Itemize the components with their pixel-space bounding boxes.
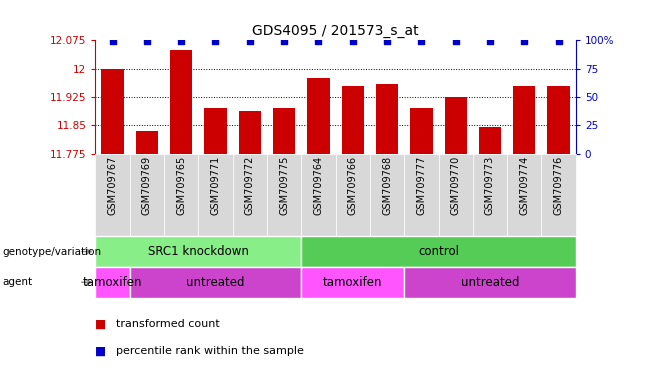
Bar xyxy=(376,84,398,154)
Text: ■: ■ xyxy=(95,345,107,358)
Text: GSM709775: GSM709775 xyxy=(279,156,289,215)
Bar xyxy=(101,69,124,154)
Text: tamoxifen: tamoxifen xyxy=(83,276,142,289)
Text: GSM709770: GSM709770 xyxy=(451,156,461,215)
Text: GSM709769: GSM709769 xyxy=(142,156,152,215)
Point xyxy=(519,38,530,45)
Bar xyxy=(513,86,536,154)
Text: untreated: untreated xyxy=(186,276,245,289)
Title: GDS4095 / 201573_s_at: GDS4095 / 201573_s_at xyxy=(252,24,419,38)
Text: GSM709776: GSM709776 xyxy=(553,156,564,215)
Text: transformed count: transformed count xyxy=(116,319,220,329)
Point xyxy=(382,38,392,45)
Point xyxy=(176,38,186,45)
Text: GSM709764: GSM709764 xyxy=(313,156,324,215)
Text: agent: agent xyxy=(2,277,32,287)
Text: GSM709777: GSM709777 xyxy=(417,156,426,215)
Text: ■: ■ xyxy=(95,318,107,331)
Text: GSM709767: GSM709767 xyxy=(107,156,118,215)
Point xyxy=(416,38,426,45)
Text: GSM709774: GSM709774 xyxy=(519,156,529,215)
Text: GSM709768: GSM709768 xyxy=(382,156,392,215)
Bar xyxy=(307,78,330,154)
Text: SRC1 knockdown: SRC1 knockdown xyxy=(148,245,249,258)
Bar xyxy=(205,108,226,154)
Text: untreated: untreated xyxy=(461,276,519,289)
Bar xyxy=(136,131,158,154)
Bar xyxy=(479,127,501,154)
Text: genotype/variation: genotype/variation xyxy=(2,247,101,257)
Point xyxy=(313,38,324,45)
Text: tamoxifen: tamoxifen xyxy=(323,276,382,289)
Point xyxy=(211,38,221,45)
Point xyxy=(485,38,495,45)
Text: GSM709771: GSM709771 xyxy=(211,156,220,215)
Bar xyxy=(170,50,192,154)
Text: GSM709773: GSM709773 xyxy=(485,156,495,215)
Point xyxy=(107,38,118,45)
Bar xyxy=(547,86,570,154)
Text: GSM709766: GSM709766 xyxy=(347,156,358,215)
Bar xyxy=(239,111,261,154)
Bar xyxy=(445,97,467,154)
Point xyxy=(451,38,461,45)
Text: percentile rank within the sample: percentile rank within the sample xyxy=(116,346,305,356)
Bar xyxy=(410,108,432,154)
Text: GSM709772: GSM709772 xyxy=(245,156,255,215)
Point xyxy=(279,38,290,45)
Text: control: control xyxy=(418,245,459,258)
Point xyxy=(553,38,564,45)
Bar xyxy=(273,108,295,154)
Point xyxy=(347,38,358,45)
Point xyxy=(141,38,152,45)
Bar xyxy=(342,86,364,154)
Text: GSM709765: GSM709765 xyxy=(176,156,186,215)
Point xyxy=(245,38,255,45)
